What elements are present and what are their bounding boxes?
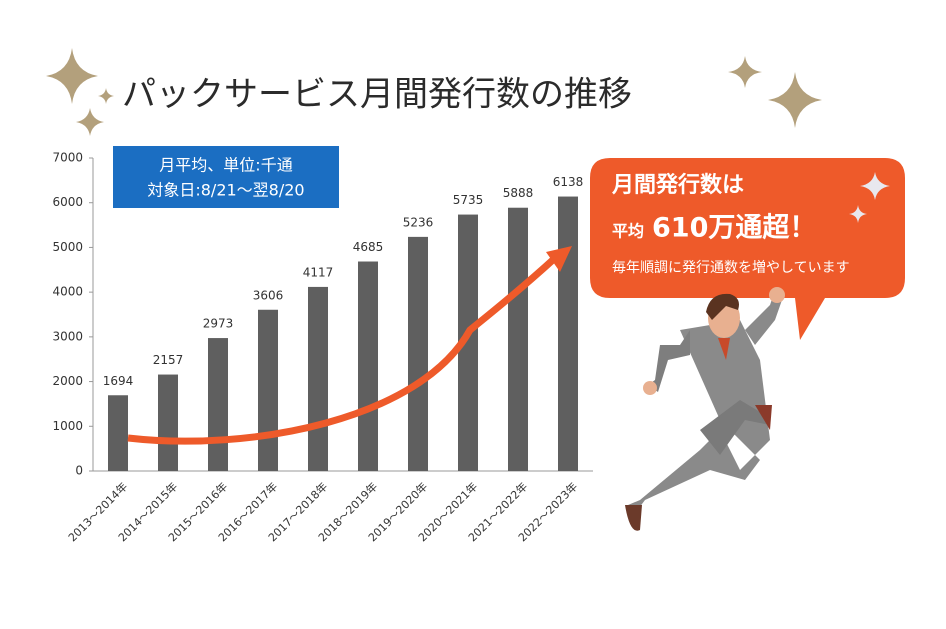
trend-arrow (127, 255, 558, 445)
bar (258, 309, 278, 471)
value-label: 5888 (503, 186, 534, 200)
y-tick-label: 7000 (52, 151, 83, 165)
value-label: 4117 (303, 265, 334, 279)
bar (358, 261, 378, 471)
y-tick-label: 1000 (52, 419, 83, 433)
value-label: 2157 (153, 353, 184, 367)
value-label: 5735 (453, 193, 484, 207)
note-text: 対象日:8/21～翌8/20 (147, 181, 304, 200)
callout-text: 平均 (612, 222, 644, 241)
y-tick-label: 6000 (52, 195, 83, 209)
value-label: 4685 (353, 240, 384, 254)
value-label: 1694 (103, 374, 134, 388)
callout-highlight: 610万通超！ (652, 213, 816, 244)
bar (408, 236, 428, 471)
value-label: 3606 (253, 288, 284, 302)
arrow-head (546, 246, 572, 272)
callout-sparkles (849, 172, 890, 223)
y-tick-label: 0 (75, 464, 83, 478)
callout-bubble (590, 158, 905, 340)
callout-text: 毎年順調に発行通数を増やしています (612, 260, 850, 276)
runner (625, 287, 785, 531)
value-label: 5236 (403, 215, 434, 229)
y-tick-label: 3000 (52, 329, 83, 343)
callout-text: 月間発行数は (611, 172, 744, 198)
bar (308, 286, 328, 471)
bar (508, 207, 528, 471)
bar (458, 214, 478, 471)
bar (208, 338, 228, 471)
y-tick-label: 4000 (52, 285, 83, 299)
y-tick-label: 2000 (52, 374, 83, 388)
y-tick-label: 5000 (52, 240, 83, 254)
value-label: 6138 (553, 175, 584, 189)
value-label: 2973 (203, 317, 234, 331)
chart-title: パックサービス月間発行数の推移 (122, 75, 632, 115)
bar (108, 395, 128, 471)
sparkles (46, 48, 822, 136)
note-text: 月平均、単位:千通 (159, 156, 292, 175)
note-box (113, 146, 339, 208)
bar (158, 374, 178, 471)
bar (558, 196, 578, 472)
